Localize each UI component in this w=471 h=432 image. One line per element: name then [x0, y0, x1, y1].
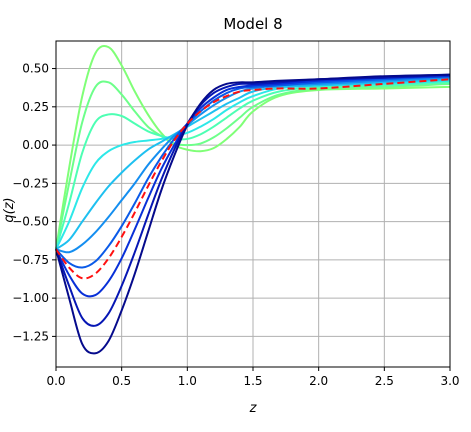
y-tick-label: −0.75 — [12, 253, 49, 267]
y-axis-label: q(z) — [2, 197, 17, 222]
gridlines — [55, 41, 451, 367]
y-tick-label: −1.00 — [12, 291, 49, 305]
y-tick-label: 0.50 — [22, 62, 49, 76]
y-axis-ticks: 0.50 0.25 0.00 −0.25 −0.50 −0.75 −1.00 −1.25 — [12, 62, 56, 343]
x-tick-label: 3.0 — [440, 374, 459, 388]
x-axis-ticks: 0.0 0.5 1.0 1.5 2.0 2.5 3.0 — [46, 367, 460, 388]
dashed-series-line — [55, 78, 451, 280]
series-line-2 — [55, 80, 451, 250]
series-line-3 — [55, 81, 451, 250]
x-tick-label: 1.0 — [178, 374, 197, 388]
series-line-1 — [55, 45, 451, 250]
x-tick-label: 0.0 — [46, 374, 65, 388]
y-tick-label: −0.25 — [12, 176, 49, 190]
plot-area — [55, 45, 451, 355]
y-tick-label: −0.50 — [12, 215, 49, 229]
y-tick-label: 0.25 — [22, 100, 49, 114]
series-line-10 — [55, 73, 451, 327]
x-tick-label: 0.5 — [112, 374, 131, 388]
x-tick-label: 2.0 — [309, 374, 328, 388]
x-tick-label: 2.5 — [375, 374, 394, 388]
y-tick-label: −1.25 — [12, 329, 49, 343]
x-axis-label: z — [249, 401, 258, 416]
series-line-11 — [55, 73, 451, 355]
y-tick-label: 0.00 — [22, 138, 49, 152]
chart-title: Model 8 — [223, 15, 282, 33]
x-tick-label: 1.5 — [243, 374, 262, 388]
